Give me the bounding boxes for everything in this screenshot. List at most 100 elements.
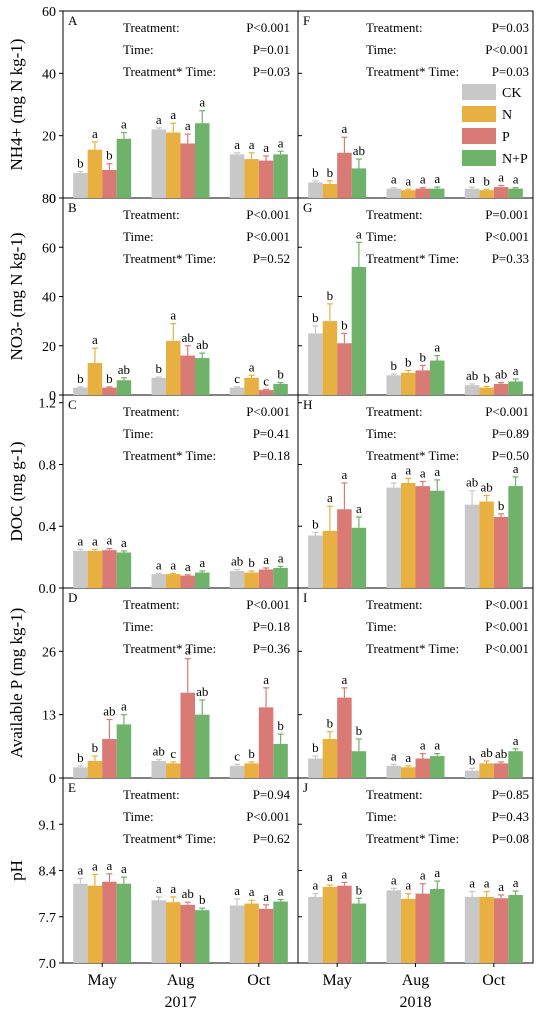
bar	[73, 173, 88, 198]
significance-letter: a	[170, 557, 176, 572]
x-tick-label: Oct	[482, 972, 506, 989]
significance-letter: c	[170, 746, 176, 761]
significance-letter: b	[405, 354, 412, 369]
significance-letter: a	[420, 465, 426, 480]
significance-letter: a	[234, 137, 240, 152]
stat-value: P=0.18	[253, 619, 290, 634]
stat-value: P=0.41	[253, 426, 290, 441]
bar	[322, 739, 338, 778]
bar	[180, 355, 195, 395]
stat-label: Treatment* Time:	[123, 831, 216, 846]
y-axis-label: pH	[7, 860, 26, 881]
bar	[401, 767, 416, 778]
significance-letter: ab	[153, 743, 165, 758]
bar	[151, 574, 166, 588]
bar	[102, 739, 117, 778]
y-tick-label: 9.1	[39, 818, 57, 833]
significance-letter: a	[405, 878, 411, 893]
significance-letter: ab	[480, 745, 492, 760]
bar	[195, 714, 210, 778]
significance-letter: a	[327, 490, 333, 505]
significance-letter: a	[107, 533, 113, 548]
stat-label: Time:	[366, 426, 397, 441]
bar	[116, 724, 132, 778]
bar	[415, 486, 430, 588]
bar	[508, 381, 523, 395]
significance-letter: a	[199, 555, 205, 570]
stat-label: Treatment:	[366, 404, 423, 419]
significance-letter: a	[469, 171, 475, 186]
significance-letter: a	[469, 876, 475, 891]
significance-letter: b	[498, 498, 505, 513]
panel-F: F Treatment: P=0.03 Time: P<0.001 Treatment* …	[298, 10, 529, 199]
bar	[258, 908, 274, 963]
y-tick-label: 20	[42, 130, 56, 145]
bar	[430, 756, 445, 778]
significance-letter: b	[469, 752, 476, 767]
y-tick-label: 0.8	[39, 458, 57, 473]
bar	[87, 760, 103, 778]
significance-letter: a	[249, 359, 255, 374]
significance-letter: b	[356, 723, 363, 738]
bar	[386, 188, 401, 198]
y-tick-label: 60	[42, 5, 56, 20]
significance-letter: a	[170, 308, 176, 323]
stat-label: Treatment:	[366, 207, 423, 222]
significance-letter: b	[483, 173, 490, 188]
significance-letter: a	[391, 748, 397, 763]
panel-letter: F	[303, 13, 310, 28]
bar	[337, 509, 352, 588]
bar	[308, 182, 323, 198]
bar	[386, 765, 401, 778]
panel-C: C Treatment: P<0.001 Time: P=0.41 Treatment* …	[7, 397, 290, 597]
bar	[464, 770, 480, 778]
bar	[493, 516, 509, 588]
significance-letter: a	[342, 121, 348, 136]
y-tick-label: 0.0	[39, 582, 57, 597]
bar	[337, 885, 352, 963]
significance-letter: b	[420, 349, 427, 364]
significance-letter: ab	[495, 367, 507, 382]
significance-letter: ab	[495, 746, 507, 761]
panel-letter: H	[303, 397, 312, 412]
legend: CK NP N+P	[462, 84, 528, 167]
significance-letter: a	[199, 95, 205, 110]
significance-letter: a	[356, 226, 362, 241]
stat-value: P=0.001	[485, 207, 529, 222]
bar	[386, 375, 401, 395]
stat-label: Time:	[366, 809, 397, 824]
y-tick-label: 20	[42, 340, 56, 355]
legend-swatch	[462, 106, 496, 122]
y-axis-label: NO3- (mg N kg-1)	[7, 233, 26, 361]
bar	[102, 881, 117, 963]
bar	[180, 143, 195, 198]
bar	[415, 188, 430, 198]
bar	[195, 123, 210, 198]
significance-letter: b	[277, 367, 284, 382]
bar	[258, 390, 274, 395]
stat-value: P=0.85	[492, 787, 529, 802]
significance-letter: a	[498, 170, 504, 185]
significance-letter: a	[263, 672, 269, 687]
significance-letter: a	[78, 862, 84, 877]
significance-letter: b	[106, 148, 113, 163]
stat-label: Time:	[123, 426, 154, 441]
stat-label: Treatment:	[366, 787, 423, 802]
significance-letter: c	[234, 748, 240, 763]
bar	[464, 385, 480, 395]
bar	[464, 504, 480, 588]
panel-E: E Treatment: P=0.94 Time: P<0.001 Treatment* …	[7, 780, 290, 1011]
stat-value: P<0.001	[246, 229, 290, 244]
bar	[73, 387, 88, 395]
bar	[337, 152, 352, 198]
significance-letter: a	[434, 340, 440, 355]
significance-letter: b	[341, 317, 348, 332]
bar	[351, 751, 367, 778]
significance-letter: a	[121, 699, 127, 714]
significance-letter: b	[77, 371, 84, 386]
stat-label: Treatment* Time:	[366, 64, 459, 79]
stat-value: P=0.01	[253, 42, 290, 57]
bar	[273, 901, 288, 963]
x-tick-label: Aug	[402, 972, 430, 989]
bar	[508, 894, 523, 963]
